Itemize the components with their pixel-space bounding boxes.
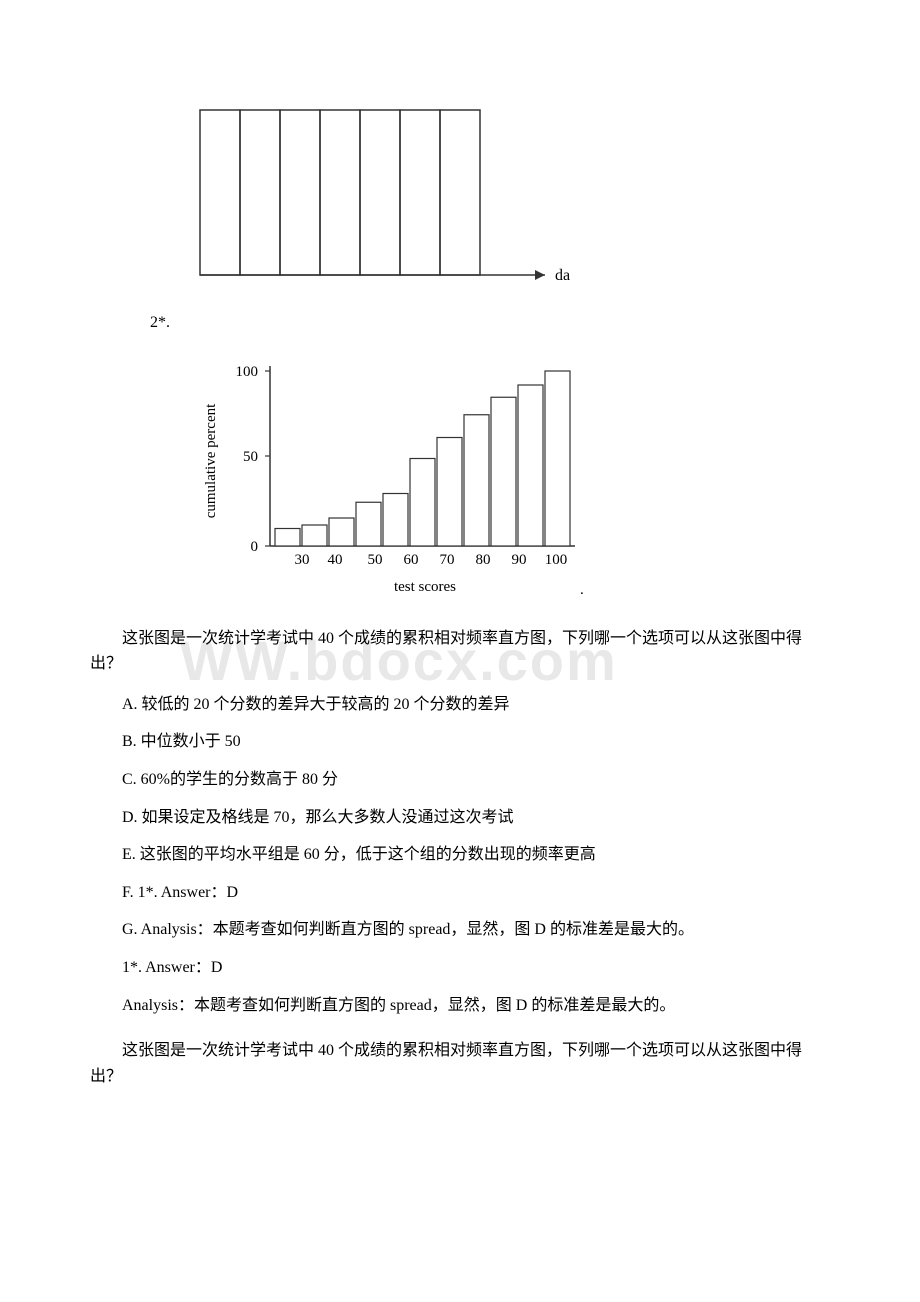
xtick-80: 80 — [476, 552, 491, 568]
uniform-histogram-chart: data — [150, 90, 570, 300]
ytick-50: 50 — [243, 449, 258, 465]
chart2-container: 0 50 100 cumulative percent 30 40 50 60 … — [150, 346, 830, 606]
option-g: G. Analysis：本题考查如何判断直方图的 spread，显然，图 D 的… — [90, 917, 830, 943]
xtick-40: 40 — [328, 552, 343, 568]
answer-repeat-1: 1*. Answer：D — [90, 955, 830, 981]
cumulative-percent-chart: 0 50 100 cumulative percent 30 40 50 60 … — [180, 346, 610, 606]
question-repeat: 这张图是一次统计学考试中 40 个成绩的累积相对频率直方图，下列哪一个选项可以从… — [90, 1038, 830, 1089]
option-c: C. 60%的学生的分数高于 80 分 — [90, 767, 830, 793]
option-e: E. 这张图的平均水平组是 60 分，低于这个组的分数出现的频率更高 — [90, 842, 830, 868]
chart1-container: data — [150, 90, 830, 300]
chart2-period: . — [580, 582, 584, 598]
xtick-90: 90 — [512, 552, 527, 568]
option-d: D. 如果设定及格线是 70，那么大多数人没通过这次考试 — [90, 805, 830, 831]
chart2-ylabel: cumulative percent — [203, 402, 219, 517]
xtick-100: 100 — [545, 552, 568, 568]
xtick-60: 60 — [404, 552, 419, 568]
option-b: B. 中位数小于 50 — [90, 729, 830, 755]
ytick-0: 0 — [251, 539, 259, 555]
option-f: F. 1*. Answer：D — [90, 880, 830, 906]
xtick-50: 50 — [368, 552, 383, 568]
chart2-xlabel: test scores — [394, 579, 456, 595]
question-intro: 这张图是一次统计学考试中 40 个成绩的累积相对频率直方图，下列哪一个选项可以从… — [90, 626, 830, 677]
xtick-30: 30 — [295, 552, 310, 568]
chart1-xlabel: data — [555, 267, 570, 284]
ytick-100: 100 — [236, 364, 259, 380]
xtick-70: 70 — [440, 552, 455, 568]
answer-repeat-2: Analysis：本题考查如何判断直方图的 spread，显然，图 D 的标准差… — [90, 993, 830, 1019]
question-intro-wrapper: WW.bdocx.com 这张图是一次统计学考试中 40 个成绩的累积相对频率直… — [90, 626, 830, 677]
question-number-2: 2*. — [150, 310, 830, 336]
